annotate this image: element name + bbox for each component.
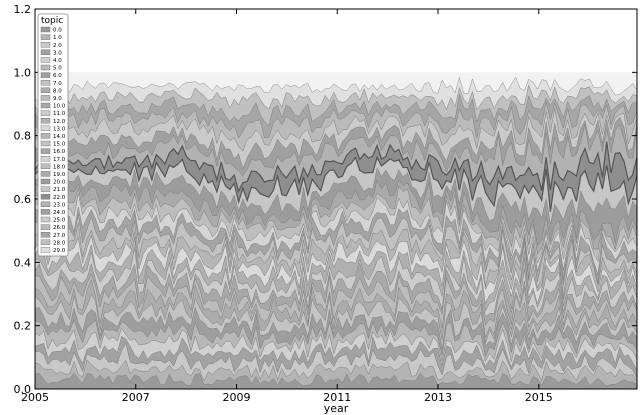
legend-swatch	[40, 64, 51, 71]
legend-swatch	[40, 247, 51, 253]
legend-swatch	[40, 72, 51, 78]
legend-swatch	[40, 201, 51, 208]
legend-swatch	[40, 163, 51, 170]
legend-entry-label: 17.0	[53, 157, 66, 163]
x-tick-label: 2009	[223, 391, 251, 404]
legend-swatch	[40, 42, 51, 48]
legend-entry-label: 25.0	[53, 218, 66, 224]
x-tick-label: 2015	[525, 391, 553, 404]
legend-entry-label: 16.0	[53, 149, 66, 155]
legend-swatch	[40, 148, 51, 154]
legend-entry-label: 3.0	[53, 50, 62, 56]
legend-swatch	[40, 79, 51, 86]
y-tick-label: 1.2	[14, 3, 32, 16]
legend-entry-label: 7.0	[53, 81, 62, 87]
legend-entry-label: 11.0	[53, 111, 66, 117]
x-axis: 2005 2007 2009 2011 2013 2015	[21, 9, 553, 404]
y-tick-label: 1.0	[14, 66, 32, 79]
legend-swatch	[40, 193, 51, 200]
legend-entry-label: 1.0	[53, 35, 62, 41]
legend-entry-label: 22.0	[53, 195, 66, 201]
legend-swatch	[40, 186, 51, 192]
legend-entry-label: 14.0	[53, 134, 66, 140]
legend-entry-label: 9.0	[53, 96, 62, 102]
legend-swatch	[40, 216, 51, 223]
legend-swatch	[40, 102, 51, 109]
legend-swatch	[40, 239, 51, 246]
legend-swatch	[40, 140, 51, 147]
legend-entry-label: 27.0	[53, 233, 66, 239]
legend-entry-label: 20.0	[53, 180, 66, 186]
legend-swatch	[40, 34, 51, 40]
x-tick-label: 2013	[424, 391, 452, 404]
legend: topic0.01.02.03.04.05.06.07.08.09.010.01…	[37, 13, 69, 257]
x-tick-label: 2007	[122, 391, 150, 404]
y-tick-label: 0.8	[14, 130, 32, 143]
y-tick-label: 0.2	[14, 320, 32, 333]
area-layers	[34, 72, 638, 390]
legend-entry-label: 0.0	[53, 28, 62, 34]
legend-entry-label: 15.0	[53, 142, 66, 148]
legend-swatch	[40, 231, 51, 238]
legend-swatch	[40, 178, 51, 185]
legend-entry-label: 4.0	[53, 58, 62, 64]
legend-swatch	[40, 125, 51, 132]
legend-entry-label: 19.0	[53, 172, 66, 178]
legend-entry-label: 21.0	[53, 187, 66, 193]
legend-swatch	[40, 26, 51, 33]
legend-entry-label: 28.0	[53, 240, 66, 246]
series-line-21	[34, 155, 638, 212]
legend-entry-label: 5.0	[53, 66, 62, 72]
legend-entry-label: 18.0	[53, 164, 66, 170]
legend-swatch	[40, 87, 51, 94]
legend-entry-label: 2.0	[53, 43, 62, 49]
legend-entry-label: 12.0	[53, 119, 66, 125]
legend-entry-label: 6.0	[53, 73, 62, 79]
legend-swatch	[40, 155, 51, 162]
legend-entry-label: 8.0	[53, 88, 62, 94]
legend-swatch	[40, 171, 51, 177]
legend-title: topic	[41, 16, 63, 26]
legend-entry-label: 26.0	[53, 225, 66, 231]
legend-swatch	[40, 110, 51, 116]
legend-entry-label: 13.0	[53, 126, 66, 132]
x-axis-title: year	[324, 402, 349, 415]
y-tick-label: 0.4	[14, 256, 32, 269]
legend-entry-label: 29.0	[53, 248, 66, 254]
legend-swatch	[40, 57, 51, 63]
legend-entry-label: 24.0	[53, 210, 66, 216]
legend-swatch	[40, 133, 51, 139]
x-tick-label: 2005	[21, 391, 49, 404]
legend-swatch	[40, 117, 51, 124]
area-residual	[35, 72, 637, 102]
y-tick-label: 0.0	[14, 383, 32, 396]
x-tick-label: 2011	[323, 391, 351, 404]
legend-entry-label: 23.0	[53, 202, 66, 208]
series-line-22	[34, 141, 638, 193]
y-axis: 0.0 0.2 0.4 0.6 0.8 1.0 1.2	[14, 3, 637, 396]
y-tick-label: 0.6	[14, 193, 32, 206]
legend-swatch	[40, 49, 51, 55]
legend-swatch	[40, 95, 51, 101]
legend-swatch	[40, 209, 51, 215]
legend-swatch	[40, 224, 51, 230]
legend-entry-label: 10.0	[53, 104, 66, 110]
